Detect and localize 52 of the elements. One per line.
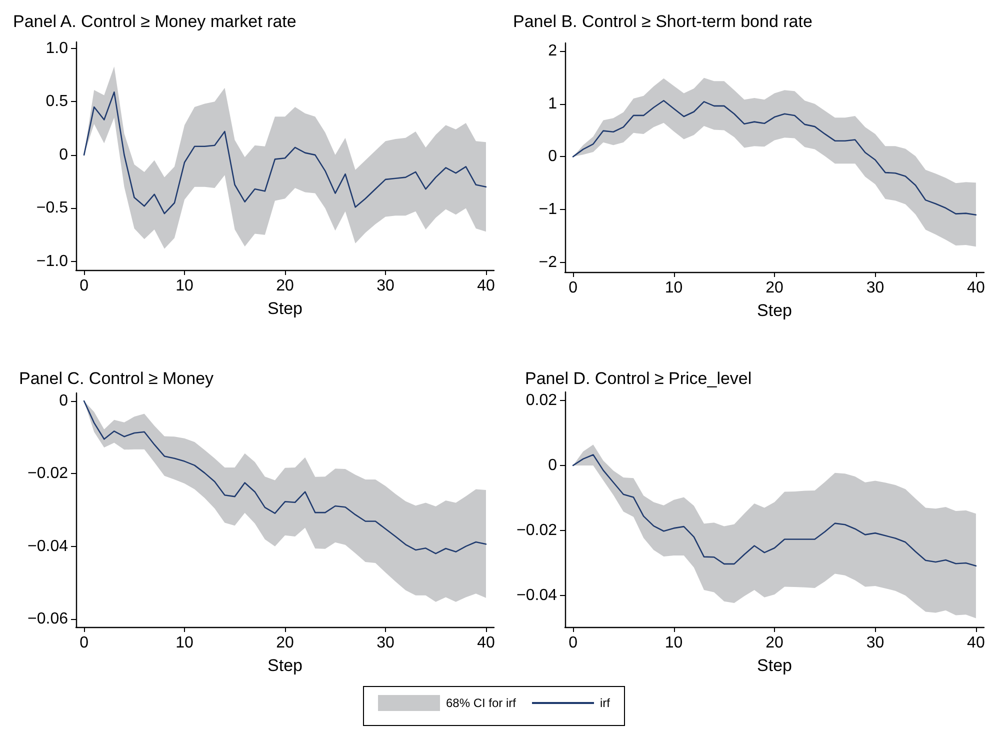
- x-tick-label: 20: [276, 278, 294, 294]
- x-tick-label: 10: [664, 634, 683, 652]
- chart-title: Panel B. Control ≥ Short-term bond rate: [513, 12, 812, 31]
- x-tick-label: 0: [568, 634, 578, 652]
- y-tick-label: −0.06: [28, 610, 68, 628]
- y-tick-label: −0.04: [516, 586, 558, 604]
- x-tick-label: 0: [568, 280, 578, 296]
- x-axis-title: Step: [268, 299, 302, 318]
- x-tick-label: 40: [477, 634, 495, 652]
- x-tick-label: 30: [866, 634, 884, 652]
- x-tick-label: 40: [967, 634, 985, 652]
- x-tick-label: 10: [176, 278, 194, 294]
- y-tick-label: 0: [548, 148, 558, 166]
- y-tick-label: 0: [548, 456, 558, 474]
- x-tick-label: 10: [664, 280, 683, 296]
- x-tick-label: 20: [766, 280, 784, 296]
- text: irf: [600, 696, 610, 710]
- chart-title: Panel D. Control ≥ Price_level: [525, 369, 752, 388]
- x-tick-label: 10: [176, 634, 194, 652]
- x-tick-label: 20: [766, 634, 784, 652]
- chart-title: Panel C. Control ≥ Money: [19, 369, 214, 388]
- y-tick-label: −0.04: [28, 538, 68, 555]
- x-tick-label: 0: [80, 278, 89, 294]
- line-series: [83, 91, 487, 214]
- line-series: [572, 100, 977, 216]
- x-tick-label: 40: [967, 280, 985, 296]
- x-tick-label: 0: [80, 634, 89, 652]
- x-axis-title: Step: [757, 301, 792, 320]
- x-tick-label: 30: [376, 634, 394, 652]
- y-tick-label: −1.0: [36, 252, 68, 270]
- x-tick-label: 40: [477, 278, 495, 294]
- y-tick-label: 1: [548, 95, 558, 112]
- y-tick-label: −0.5: [36, 200, 68, 217]
- y-tick-label: 1.0: [46, 40, 68, 57]
- line-series: [572, 454, 977, 567]
- y-tick-label: −1: [538, 201, 558, 218]
- y-tick-label: 0: [59, 146, 68, 164]
- x-tick-label: 30: [376, 278, 394, 294]
- y-tick-label: −0.02: [516, 522, 558, 539]
- x-tick-label: 30: [866, 280, 884, 296]
- y-tick-label: 0.02: [526, 392, 558, 409]
- text: 68% CI for irf: [446, 696, 516, 710]
- y-tick-label: 0.5: [46, 93, 68, 110]
- y-tick-label: 0: [59, 392, 68, 410]
- x-tick-label: 20: [276, 634, 294, 652]
- chart-title: Panel A. Control ≥ Money market rate: [13, 12, 296, 31]
- x-axis-title: Step: [757, 656, 792, 675]
- y-tick-label: −0.02: [28, 465, 68, 482]
- y-tick-label: −2: [538, 254, 558, 271]
- y-tick-label: 2: [548, 42, 558, 60]
- line-series: [83, 400, 487, 554]
- x-axis-title: Step: [268, 656, 302, 675]
